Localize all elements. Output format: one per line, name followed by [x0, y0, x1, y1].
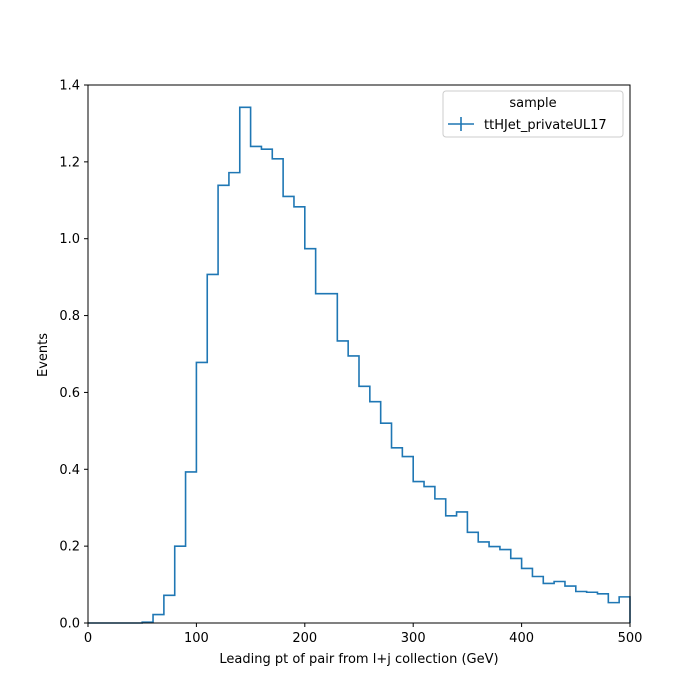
y-tick-label: 0.6 [59, 386, 80, 401]
histogram-line [88, 106, 631, 624]
y-tick-label: 1.2 [59, 155, 80, 170]
y-tick-label: 0.4 [59, 463, 80, 478]
x-axis-label: Leading pt of pair from l+j collection (… [219, 652, 498, 667]
x-tick-label: 100 [184, 631, 209, 646]
plot-area [87, 84, 631, 624]
legend-title: sample [509, 96, 556, 111]
y-tick-label: 0.0 [59, 617, 80, 632]
legend-box [442, 90, 624, 138]
y-tick-label: 0.2 [59, 540, 80, 555]
y-tick-label: 1.4 [59, 79, 80, 94]
x-axis: 0 100 200 300 400 500 [84, 623, 643, 646]
y-axis-label: Events [36, 333, 51, 377]
y-tick-label: 0.8 [59, 309, 80, 324]
legend: sample ttHJet_privateUL17 [442, 90, 624, 138]
y-axis: 0.0 0.2 0.4 0.6 0.8 1.0 1.2 1.4 [59, 79, 88, 632]
legend-entry-label: ttHJet_privateUL17 [484, 118, 607, 133]
axes-frame [87, 84, 631, 624]
x-tick-label: 400 [509, 631, 534, 646]
x-tick-label: 0 [84, 631, 92, 646]
x-tick-label: 500 [618, 631, 643, 646]
y-tick-label: 1.0 [59, 232, 80, 247]
x-tick-label: 200 [292, 631, 317, 646]
x-tick-label: 300 [401, 631, 426, 646]
